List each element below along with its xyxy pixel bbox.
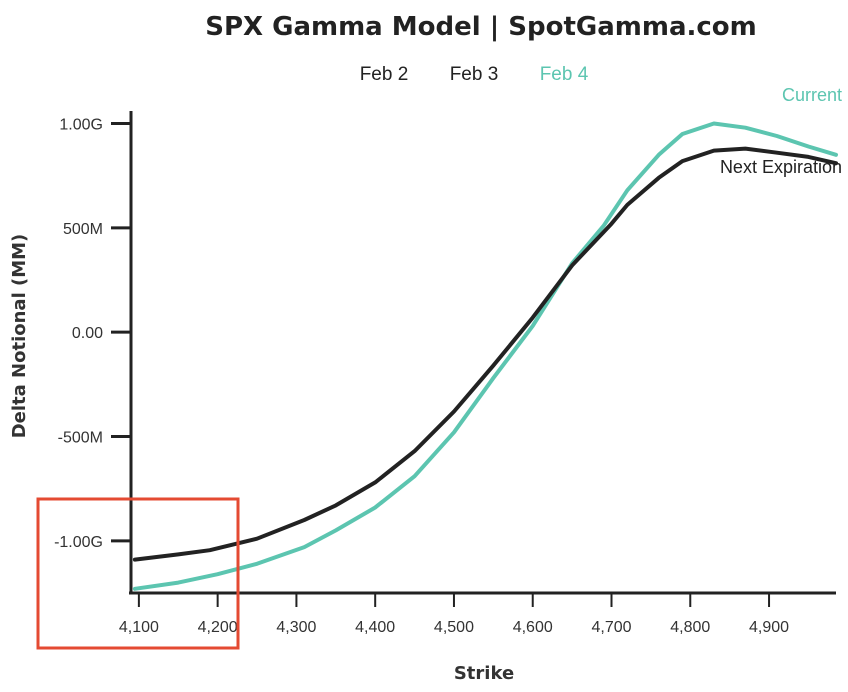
y-axis-title: Delta Notional (MM) xyxy=(9,234,30,439)
tab-feb-3[interactable]: Feb 3 xyxy=(450,64,499,85)
tab-feb-4[interactable]: Feb 4 xyxy=(540,64,589,85)
expiration-tabs: Feb 2 Feb 3 Feb 4 xyxy=(360,64,589,85)
y-tick-label: -1.00G xyxy=(54,534,103,551)
y-tick-label: 0.00 xyxy=(72,325,103,342)
y-tick-label: 1.00G xyxy=(59,117,103,134)
x-tick-label: 4,900 xyxy=(749,619,789,636)
y-ticks: 1.00G 500M 0.00 -500M -1.00G xyxy=(54,117,131,551)
chart-title: SPX Gamma Model | SpotGamma.com xyxy=(205,12,757,42)
x-tick-label: 4,500 xyxy=(434,619,474,636)
highlight-box xyxy=(36,497,240,650)
current-series-label: Current xyxy=(782,85,842,105)
axes xyxy=(129,111,836,595)
x-tick-label: 4,600 xyxy=(513,619,553,636)
y-tick-label: 500M xyxy=(63,221,103,238)
x-tick-label: 4,700 xyxy=(591,619,631,636)
tab-feb-2[interactable]: Feb 2 xyxy=(360,64,409,85)
x-ticks: 4,100 4,200 4,300 4,400 4,500 4,600 4,700 4,800… xyxy=(119,593,789,636)
x-tick-label: 4,100 xyxy=(119,619,159,636)
x-tick-label: 4,800 xyxy=(670,619,710,636)
x-axis-title: Strike xyxy=(454,663,514,684)
x-tick-label: 4,300 xyxy=(276,619,316,636)
next-expiration-series-label: Next Expiration xyxy=(720,157,842,177)
next-expiration-series-line xyxy=(132,146,838,562)
x-tick-label: 4,400 xyxy=(355,619,395,636)
series-layer xyxy=(132,121,838,591)
y-tick-label: -500M xyxy=(58,430,103,447)
x-tick-label: 4,200 xyxy=(198,619,238,636)
current-series-line xyxy=(132,121,838,591)
